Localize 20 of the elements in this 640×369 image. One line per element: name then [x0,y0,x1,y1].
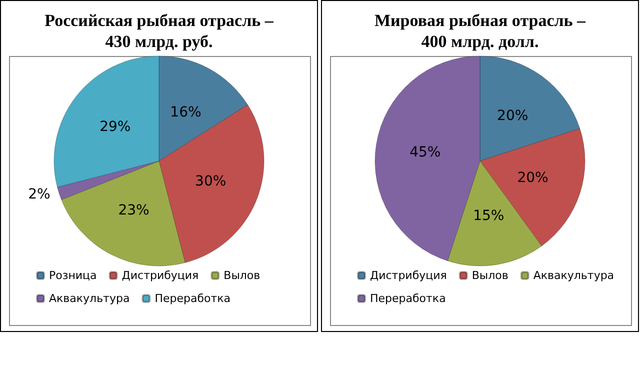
legend-label: Аквакультура [49,292,130,305]
data-label: 20% [517,170,548,186]
legend-label: Переработка [154,292,231,305]
legend-label: Дистрибуция [122,269,199,282]
legend-label: Дистрибуция [370,269,447,282]
data-label: 30% [195,173,226,190]
data-label: 15% [473,208,504,224]
chart-title: Российская рыбная отрасль – 430 млрд. руб. [44,11,274,51]
data-label: 23% [118,202,150,218]
data-label: 20% [497,108,528,124]
legend-label: Розница [49,269,97,282]
legend-label: Вылов [472,269,508,282]
legend-label: Аквакультура [533,269,614,282]
data-label: 29% [100,118,131,135]
legend-label: Вылов [224,269,260,282]
data-label: 2% [28,186,50,203]
legend-label: Переработка [370,292,446,305]
data-label: 45% [410,144,441,160]
chart-title: Мировая рыбная отрасль – 400 млрд. долл. [374,11,586,51]
data-label: 16% [170,104,202,120]
